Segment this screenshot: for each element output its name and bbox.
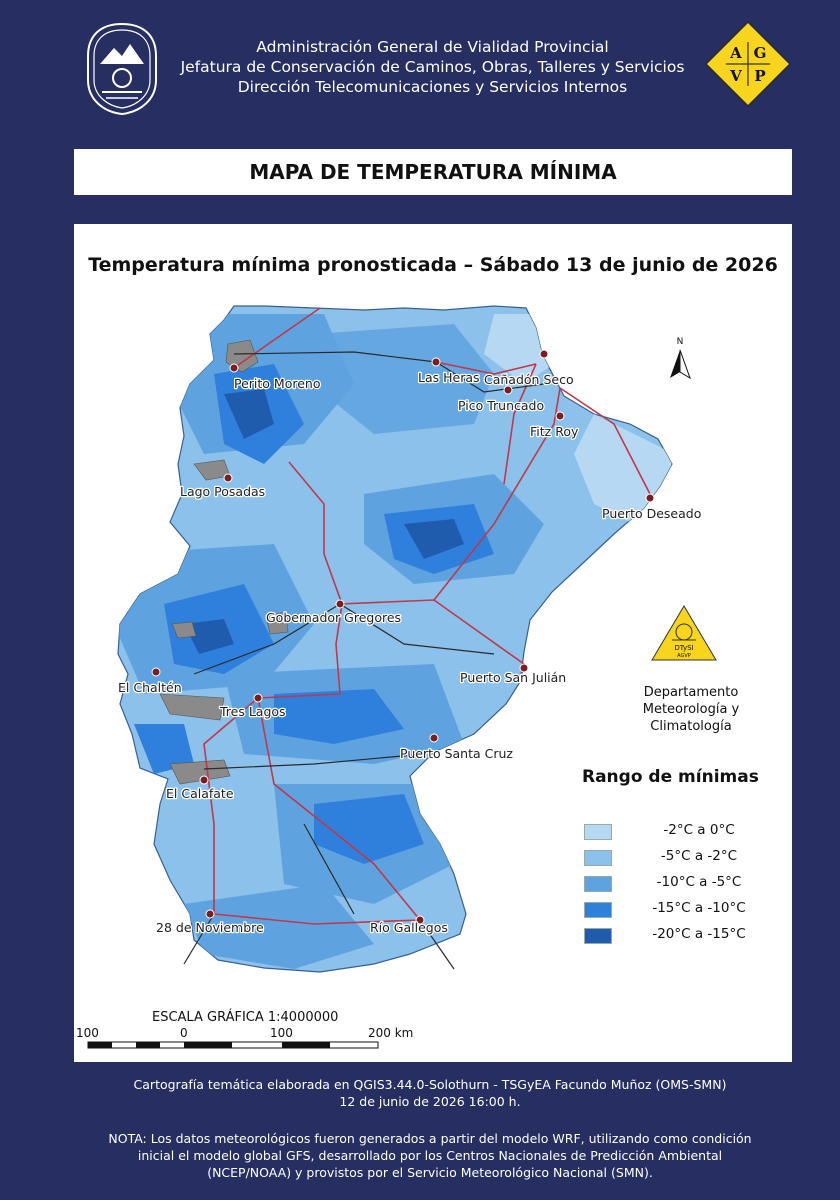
footer-note: NOTA: Los datos meteorológicos fueron ge…: [108, 1131, 752, 1180]
city-markers: [151, 349, 655, 925]
agvp-letter-p: P: [754, 67, 765, 85]
legend-swatch: [584, 928, 612, 944]
scale-tick-1: 100: [76, 1026, 99, 1040]
department-logo-subtext: AGVP: [677, 653, 691, 659]
legend-item: -20°C a -15°C: [584, 924, 784, 946]
city-marker-rio-gallegos: [415, 915, 425, 925]
city-marker-gobernador-gregores: [335, 599, 345, 609]
header: Administración General de Vialidad Provi…: [0, 0, 840, 140]
legend-label: -2°C a 0°C: [663, 822, 735, 838]
city-label: Tres Lagos: [219, 704, 286, 719]
header-line-2: Jefatura de Conservación de Caminos, Obr…: [180, 58, 685, 76]
scale-tick-4: 200 km: [368, 1026, 414, 1040]
city-label: Gobernador Gregores: [266, 610, 401, 625]
city-label: El Calafate: [166, 786, 234, 801]
legend-label: -10°C a -5°C: [656, 874, 742, 890]
city-label: Cañadón Seco: [484, 372, 574, 387]
city-marker-canadon-seco: [539, 349, 549, 359]
city-label: 28 de Noviembre: [156, 920, 264, 935]
legend-label: -20°C a -15°C: [652, 926, 746, 942]
header-line-3: Dirección Telecomunicaciones y Servicios…: [237, 78, 628, 96]
legend-title: Rango de mínimas: [582, 767, 759, 787]
city-label: Perito Moreno: [234, 376, 320, 391]
city-label: Puerto San Julián: [460, 670, 566, 685]
city-marker-28-de-noviembre: [205, 909, 215, 919]
city-marker-puerto-deseado: [645, 493, 655, 503]
agvp-logo: A G V P: [704, 20, 792, 108]
scale-bar: [87, 1041, 379, 1049]
scale-tick-2: 0: [180, 1026, 188, 1040]
secondary-roads: [183, 351, 545, 970]
page-title: MAPA DE TEMPERATURA MÍNIMA: [74, 149, 792, 195]
city-marker-puerto-santa-cruz: [429, 733, 439, 743]
legend-swatch: [584, 850, 612, 866]
city-label: Puerto Deseado: [602, 506, 701, 521]
footer-credit: Cartografía temática elaborada en QGIS3.…: [100, 1076, 760, 1110]
map-panel: Temperatura mínima pronosticada – Sábado…: [74, 224, 792, 1062]
legend-item: -10°C a -5°C: [584, 872, 784, 894]
city-marker-las-heras: [431, 357, 441, 367]
city-marker-fitz-roy: [555, 411, 565, 421]
city-marker-tres-lagos: [253, 693, 263, 703]
legend-item: -2°C a 0°C: [584, 820, 784, 842]
temperature-zones: [118, 314, 672, 969]
footer-credit-line: Cartografía temática elaborada en QGIS3.…: [133, 1077, 727, 1092]
agvp-letter-v: V: [729, 67, 742, 85]
legend-swatch: [584, 824, 612, 840]
city-label: Fitz Roy: [530, 424, 579, 439]
city-label: El Chaltén: [118, 680, 182, 695]
north-label: N: [677, 337, 684, 347]
city-marker-el-calafate: [199, 775, 209, 785]
provincial-seal-icon: [87, 22, 157, 116]
city-label: Pico Truncado: [458, 398, 544, 413]
city-marker-perito-moreno: [229, 363, 239, 373]
city-label: Río Gallegos: [370, 920, 448, 935]
department-logo-text: DTySI: [674, 644, 693, 652]
city-marker-puerto-san-julian: [519, 663, 529, 673]
city-labels: Perito Moreno Las Heras Cañadón Seco Pico T…: [117, 369, 703, 937]
city-marker-pico-truncado: [503, 385, 513, 395]
city-marker-lago-posadas: [223, 473, 233, 483]
map-subtitle: Temperatura mínima pronosticada – Sábado…: [88, 254, 778, 276]
agvp-letter-g: G: [754, 44, 767, 62]
legend-label: -15°C a -10°C: [652, 900, 746, 916]
scale-tick-3: 100: [270, 1026, 293, 1040]
temperature-map: Perito Moreno Las Heras Cañadón Seco Pico T…: [87, 305, 703, 1049]
legend-swatch: [584, 876, 612, 892]
scale-title: ESCALA GRÁFICA 1:4000000: [152, 1010, 339, 1025]
agvp-letter-a: A: [729, 44, 742, 62]
department-text: Departamento Meteorología y Climatología: [622, 684, 760, 735]
legend-item: -5°C a -2°C: [584, 846, 784, 868]
city-label: Las Heras: [418, 370, 480, 385]
department-line-2: Meteorología y Climatología: [642, 702, 740, 734]
routes: [203, 307, 651, 925]
legend-label: -5°C a -2°C: [660, 848, 738, 864]
legend-swatch: [584, 902, 612, 918]
department-line-1: Departamento: [643, 685, 739, 700]
header-text: Administración General de Vialidad Provi…: [180, 37, 685, 97]
footer-date: 12 de junio de 2026 16:00 h.: [339, 1094, 521, 1109]
city-label: Lago Posadas: [180, 484, 265, 499]
lakes: [159, 339, 289, 785]
city-marker-el-chalten: [151, 667, 161, 677]
department-logo: DTySI AGVP: [651, 605, 717, 661]
city-label: Puerto Santa Cruz: [400, 746, 513, 761]
north-arrow-icon: N: [670, 337, 691, 380]
legend-item: -15°C a -10°C: [584, 898, 784, 920]
header-line-1: Administración General de Vialidad Provi…: [256, 38, 609, 56]
